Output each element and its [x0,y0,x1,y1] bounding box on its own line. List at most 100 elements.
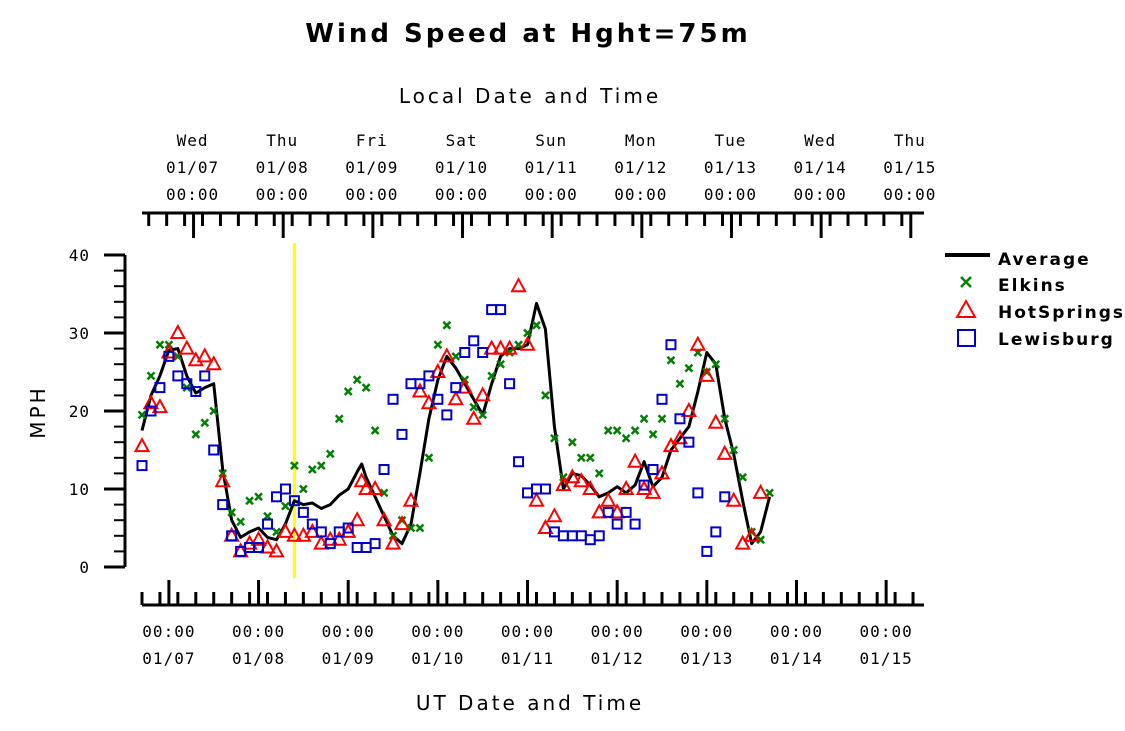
elkins-point [209,406,219,416]
elkins-point [325,449,335,459]
elkins-point [585,453,595,463]
elkins-point-stroke [155,340,165,350]
hotsprings-point [752,483,769,499]
hotsprings-point [680,401,698,417]
elkins-point [612,426,622,435]
hotsprings-point [353,472,370,488]
elkins-point [191,430,201,439]
y-tick-label: 40 [69,246,90,265]
elkins-point-stroke [621,433,631,443]
elkins-point-stroke [281,501,290,511]
lewisburg-point [405,378,417,390]
hotsprings-point [671,429,689,445]
elkins-point [756,535,766,545]
hotsprings-point [465,409,482,425]
local-tick-time: 00:00 [256,185,309,204]
hotsprings-point [142,394,160,410]
hotsprings-point [537,518,554,534]
elkins-point-stroke [756,535,766,545]
legend-elkins-label: Elkins [998,276,1067,296]
lewisburg-point [324,538,336,550]
lewisburg-point [342,522,354,534]
hotsprings-point [250,530,267,546]
ut-tick-date: 01/08 [232,649,285,668]
elkins-point-stroke [137,410,147,420]
elkins-point-stroke [146,371,156,381]
hotsprings-point [178,339,196,355]
hotsprings-point [608,503,626,519]
lewisburg-point [279,483,291,495]
lewisburg-point [629,518,641,530]
hotsprings-point [743,526,760,542]
ut-tick-time: 00:00 [322,622,375,641]
hotsprings-point [420,394,438,410]
elkins-point [469,402,479,412]
legend-hotsprings-label: HotSprings [998,303,1125,323]
legend-hotsprings-marker [955,298,977,318]
lewisburg-point [226,530,238,542]
elkins-point [343,387,353,396]
lewisburg-point [647,464,659,475]
lewisburg-point [154,382,166,394]
hotsprings-point [277,522,294,538]
elkins-point-stroke [343,387,353,396]
hotsprings-point [600,491,617,507]
elkins-point-stroke [379,488,389,498]
lewisburg-point [253,542,265,553]
lewisburg-point [423,370,435,382]
elkins-point [666,355,676,365]
elkins-point [236,517,246,527]
elkins-point [630,426,640,435]
elkins-point [245,496,254,506]
hotsprings-point [474,386,491,402]
elkins-point [146,371,156,381]
lewisburg-point [387,393,399,405]
elkins-point [523,328,532,338]
hotsprings-point [133,437,151,453]
elkins-point-stroke [720,414,730,424]
elkins-point-stroke [442,320,452,330]
hotsprings-point [617,479,635,495]
local-tick-date: 01/08 [256,158,309,177]
ut-tick-date: 01/07 [142,649,195,668]
hotsprings-point [331,530,348,546]
local-tick-date: 01/13 [704,158,757,177]
lewisburg-point [262,518,274,530]
hotsprings-point [393,515,411,531]
hotsprings-point [519,335,536,351]
elkins-point [137,410,147,420]
elkins-point-stroke [603,426,613,435]
lewisburg-point [190,386,202,397]
elkins-point [290,461,299,470]
hotsprings-point [528,491,545,507]
elkins-point [200,418,210,428]
elkins-point-stroke [415,523,425,533]
elkins-point [541,391,550,400]
ut-tick-date: 01/14 [770,649,823,668]
y-tick-label: 0 [79,558,90,577]
hotsprings-point [357,479,375,495]
elkins-point [334,414,344,424]
chart-title: Wind Speed at Hght=75m [305,19,750,49]
ut-tick-time: 00:00 [142,622,195,641]
lewisburg-point [504,378,516,390]
elkins-point [532,320,541,330]
local-tick-date: 01/09 [345,158,398,177]
lewisburg-point [557,530,569,542]
elkins-point-stroke [487,371,497,381]
y-axis-label: MPH [26,385,50,438]
hotsprings-point [214,472,231,488]
lewisburg-point [513,456,525,468]
hotsprings-point [304,522,321,538]
lewisburg-point [217,499,229,511]
elkins-point [451,352,461,361]
ut-tick-date: 01/15 [860,649,913,668]
lewisburg-point [566,530,578,542]
elkins-point-stroke [469,402,479,412]
hotsprings-point [348,511,366,527]
hotsprings-point [689,335,707,351]
elkins-point-stroke [576,453,586,463]
elkins-point [657,414,667,424]
lewisburg-point [351,542,363,553]
hotsprings-point [644,483,662,499]
